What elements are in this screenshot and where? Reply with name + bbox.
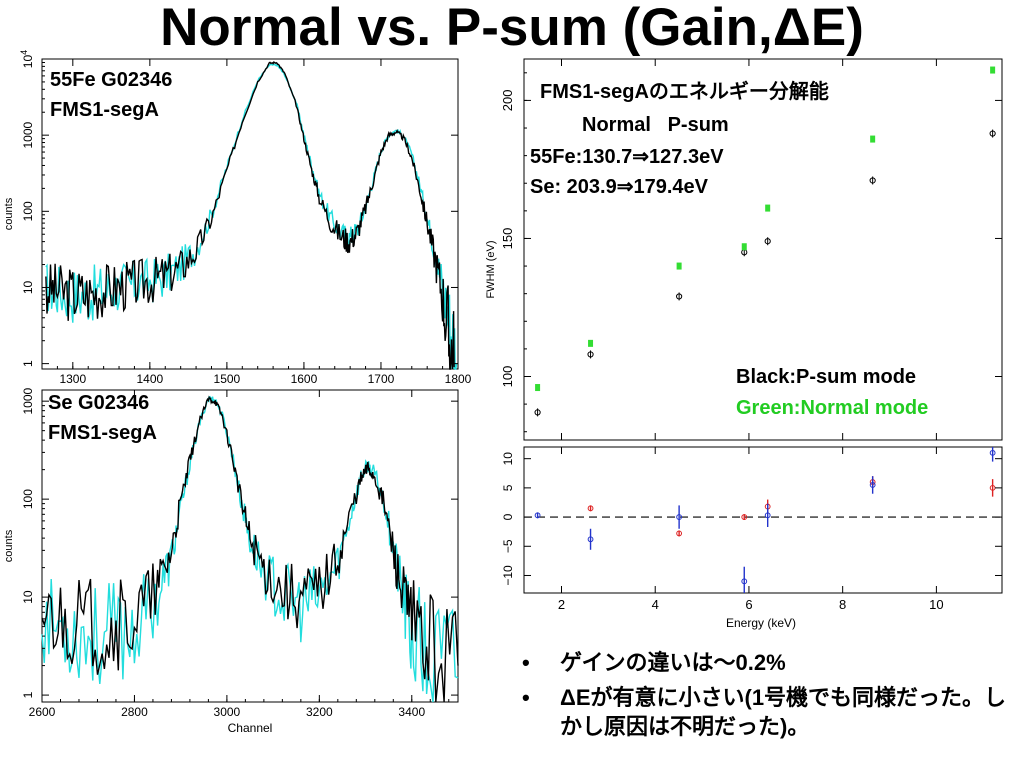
x-tick-label: 3400	[398, 705, 425, 719]
blue-residual-point	[869, 482, 876, 488]
x-tick-label: 1500	[214, 372, 241, 386]
normal-fwhm-point	[765, 204, 771, 212]
fwhm-title: FMS1-segAのエネルギー分解能	[540, 81, 829, 103]
residual-plot-frame	[523, 446, 1003, 594]
y-tick-label: 10	[501, 452, 515, 466]
red-residual-point	[587, 505, 594, 512]
slide-title: Normal vs. P-sum (Gain,ΔE)	[160, 0, 864, 57]
red-residual-point	[676, 530, 683, 537]
fe55-plot-frame	[41, 58, 459, 370]
fwhm-annotation-header: Normal P-sum	[582, 114, 729, 136]
y-axis-label: counts	[3, 197, 15, 230]
fwhm-plot: 100 150 200 FWHM (eV)	[485, 58, 1003, 441]
blue-residual-point	[534, 512, 541, 519]
y-tick-label: 1	[21, 360, 35, 367]
fwhm-annotation-se: Se: 203.9⇒179.4eV	[530, 176, 708, 198]
fwhm-plot-frame	[523, 58, 1003, 441]
se-label-source: Se G02346	[48, 392, 150, 414]
bullet-delta-e: ΔEが有意に小さい(1号機でも同様だった。しかし原因は不明だった)。	[518, 683, 1018, 741]
y-tick-label: −5	[501, 539, 515, 553]
y-tick-label: 10	[21, 280, 35, 294]
x-tick-label: 4	[652, 597, 659, 612]
normal-fwhm-point	[588, 339, 594, 347]
residual-plot: 2 4 6 8 10 −10 −5 0 5 10 Energy (keV)	[501, 446, 1003, 630]
normal-fwhm-point	[741, 243, 747, 251]
x-tick-label: 1600	[291, 372, 318, 386]
y-axis-label: FWHM (eV)	[485, 240, 497, 298]
psum-spectrum-line	[41, 395, 459, 703]
x-axis-label: Channel	[228, 721, 273, 735]
fwhm-annotation-fe55: 55Fe:130.7⇒127.3eV	[530, 146, 724, 168]
x-tick-label: 6	[745, 597, 752, 612]
x-axis-label: Energy (keV)	[726, 616, 796, 630]
y-tick-label: 100	[500, 366, 515, 388]
normal-fwhm-point	[535, 384, 541, 392]
x-tick-label: 3000	[214, 705, 241, 719]
red-residual-point	[741, 514, 748, 520]
x-tick-label: 3200	[306, 705, 333, 719]
normal-fwhm-point	[870, 135, 876, 143]
x-tick-label: 1300	[59, 372, 86, 386]
blue-residual-point	[741, 578, 748, 585]
y-tick-label: 0	[501, 513, 515, 520]
se-label-detector: FMS1-segA	[48, 422, 157, 444]
x-tick-label: 2800	[121, 705, 148, 719]
normal-fwhm-point	[676, 262, 682, 270]
x-tick-label: 8	[839, 597, 846, 612]
fe55-spectrum-plot: 1300 1400 1500 1600 1700 1800 1 10 100 1000 104 cou…	[3, 50, 472, 386]
normal-fwhm-point	[990, 66, 996, 74]
y-axis-label: counts	[3, 529, 15, 562]
bullet-gain: ゲインの違いは〜0.2%	[518, 648, 1018, 677]
y-tick-label: 104	[19, 50, 35, 68]
y-tick-label: 5	[501, 484, 515, 491]
y-tick-label: 10	[21, 590, 35, 604]
blue-residual-point	[676, 514, 683, 520]
fe55-label-source: 55Fe G02346	[50, 69, 173, 91]
legend-psum: Black:P-sum mode	[736, 366, 917, 388]
blue-residual-point	[989, 449, 996, 456]
x-tick-label: 1800	[445, 372, 472, 386]
se-spectrum-plot: 2600 2800 3000 3200 3400 1 10 100 1000 counts Chan…	[3, 387, 459, 735]
y-tick-label: 100	[21, 489, 35, 509]
fe55-label-detector: FMS1-segA	[50, 99, 159, 121]
blue-residual-point	[764, 512, 771, 519]
y-tick-label: −10	[501, 565, 515, 586]
x-tick-label: 10	[929, 597, 943, 612]
y-tick-label: 200	[500, 90, 515, 112]
se-plot-frame	[41, 389, 459, 703]
y-tick-label: 150	[500, 228, 515, 250]
legend-normal: Green:Normal mode	[736, 397, 929, 419]
x-tick-label: 2	[558, 597, 565, 612]
x-tick-label: 2600	[29, 705, 56, 719]
psum-spectrum-line	[45, 61, 455, 370]
normal-spectrum-line	[41, 395, 459, 703]
y-tick-label: 1	[21, 691, 35, 698]
x-tick-label: 1700	[368, 372, 395, 386]
y-tick-label: 100	[21, 201, 35, 221]
bullet-list: ゲインの違いは〜0.2% ΔEが有意に小さい(1号機でも同様だった。しかし原因は…	[518, 648, 1018, 747]
x-tick-label: 1400	[137, 372, 164, 386]
y-tick-label: 1000	[21, 387, 35, 414]
y-tick-label: 1000	[21, 121, 35, 148]
y-tick-exponent: 4	[19, 50, 29, 55]
blue-residual-point	[587, 536, 594, 543]
